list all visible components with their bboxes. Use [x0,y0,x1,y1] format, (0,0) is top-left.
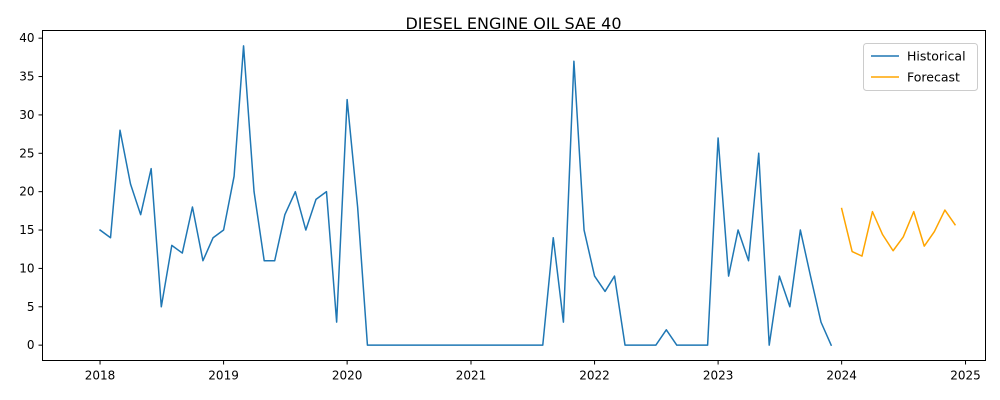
legend: Historical Forecast [863,43,978,91]
y-tick-label: 35 [19,70,34,84]
y-tick-label: 0 [27,338,35,352]
y-tick-label: 5 [27,300,35,314]
y-tick-label: 40 [19,31,34,45]
series-layer [98,45,957,347]
x-tick-label: 2022 [579,369,610,383]
x-axis: 2018 2019 2020 2021 2022 2023 2024 2025 [85,360,981,383]
x-tick-label: 2025 [950,369,981,383]
y-axis: 0 5 10 15 20 25 30 35 40 [19,31,43,352]
x-tick-label: 2020 [332,369,363,383]
x-tick-label: 2023 [703,369,734,383]
x-tick-label: 2024 [826,369,857,383]
y-tick-label: 30 [19,108,34,122]
x-tick-label: 2019 [208,369,239,383]
chart-title: DIESEL ENGINE OIL SAE 40 [405,14,621,33]
series-line-forecast [840,207,957,257]
plot-area [42,30,986,361]
legend-label-forecast: Forecast [907,70,960,85]
y-tick-label: 20 [19,185,34,199]
series-line-historical [98,45,833,347]
x-tick-label: 2021 [456,369,487,383]
y-tick-label: 15 [19,223,34,237]
x-tick-label: 2018 [85,369,116,383]
legend-label-historical: Historical [907,49,966,64]
y-tick-label: 25 [19,146,34,160]
y-tick-label: 10 [19,261,34,275]
